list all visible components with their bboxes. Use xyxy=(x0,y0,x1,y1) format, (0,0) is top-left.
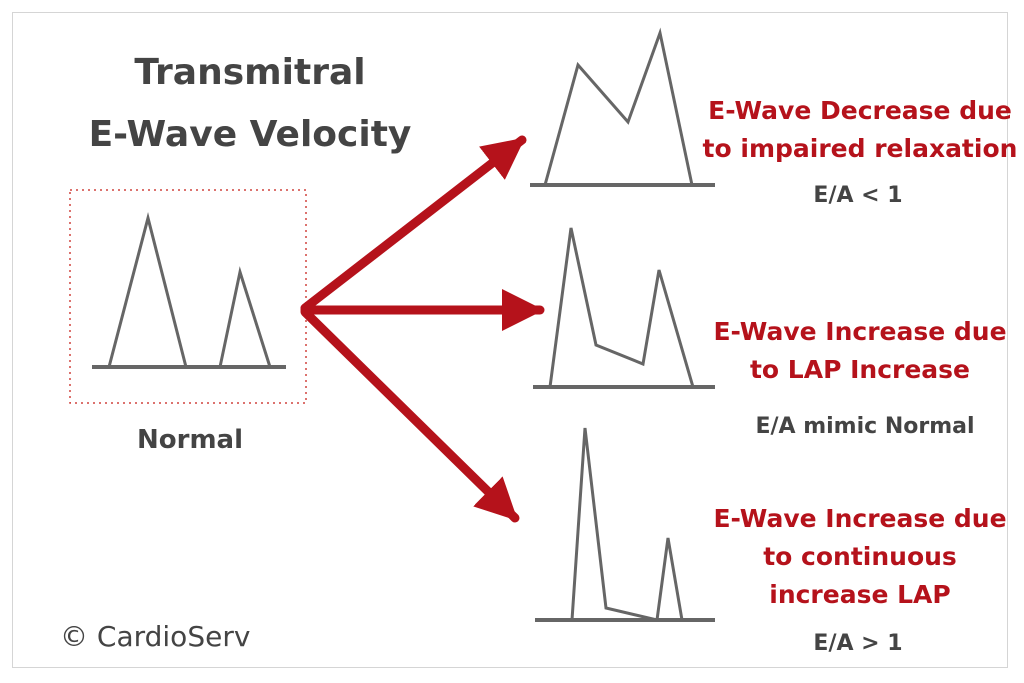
outcome-3-ratio: E/A > 1 xyxy=(813,631,903,656)
title-line-2: E-Wave Velocity xyxy=(88,114,412,155)
outcome-1-line-1: E-Wave Decrease due xyxy=(708,96,1012,125)
normal-waveform xyxy=(92,212,286,369)
outcome-2-line-1: E-Wave Increase due xyxy=(713,317,1007,346)
waveform-3-trace xyxy=(570,427,684,622)
outcome-2-ratio: E/A mimic Normal xyxy=(755,414,975,439)
arrow-to-continuous xyxy=(300,307,520,523)
waveform-impaired-relaxation xyxy=(530,27,715,187)
outcome-1-ratio: E/A < 1 xyxy=(813,183,903,208)
outcome-2-description: E-Wave Increase due to LAP Increase xyxy=(700,313,1020,389)
waveform-lap-increase xyxy=(533,227,715,389)
normal-dotted-box xyxy=(69,189,307,404)
diagram-title: Transmitral E-Wave Velocity xyxy=(40,42,460,166)
normal-label: Normal xyxy=(137,425,243,455)
title-line-1: Transmitral xyxy=(134,52,366,93)
outcome-2-line-2: to LAP Increase xyxy=(749,355,971,384)
outcome-1-line-2: to impaired relaxation xyxy=(702,134,1018,163)
figure-frame xyxy=(12,12,1008,668)
branch-arrows xyxy=(300,135,545,523)
waveform-2-trace xyxy=(548,227,695,388)
waveform-1-trace xyxy=(543,27,694,186)
normal-a-wave xyxy=(218,266,272,368)
arrow-to-impaired xyxy=(300,135,527,313)
outcome-1-description: E-Wave Decrease due to impaired relaxati… xyxy=(700,92,1020,168)
copyright-notice: © CardioServ xyxy=(60,620,251,653)
outcome-3-description: E-Wave Increase due to continuous increa… xyxy=(700,500,1020,614)
outcome-3-line-1: E-Wave Increase due xyxy=(713,504,1007,533)
outcome-3-line-3: increase LAP xyxy=(769,580,951,609)
waveform-continuous-increase xyxy=(535,427,715,622)
normal-e-wave xyxy=(107,212,188,368)
outcome-3-line-2: to continuous xyxy=(763,542,957,571)
